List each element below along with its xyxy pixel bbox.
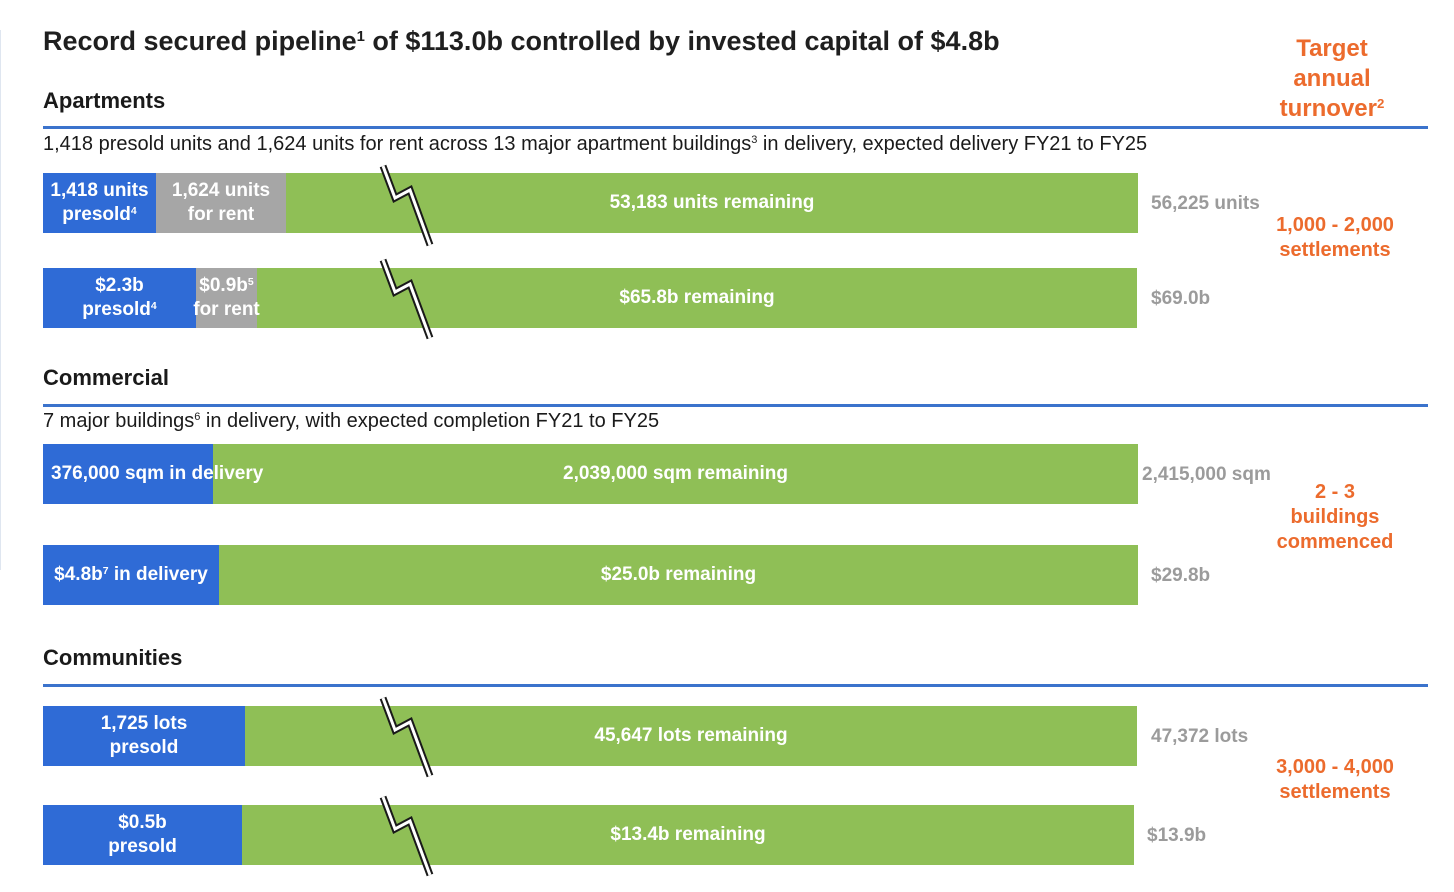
commercial-value-bar: $4.8b7 in delivery $25.0b remaining [43, 545, 1138, 605]
commercial-value-delivery-segment: $4.8b7 in delivery [43, 545, 219, 605]
communities-lots-remaining-segment: 45,647 lots remaining [594, 725, 788, 746]
page-title: Record secured pipeline1 of $113.0b cont… [43, 26, 1000, 56]
commercial-value-total: $29.8b [1151, 565, 1211, 586]
communities-value-remaining-segment: $13.4b remaining [610, 824, 766, 845]
communities-target: 3,000 - 4,000 settlements [1276, 756, 1394, 803]
apartments-value-remaining-segment: $65.8b remaining [619, 287, 775, 308]
commercial-area-remaining-segment: 2,039,000 sqm remaining [563, 463, 788, 484]
apartments-units-total: 56,225 units [1151, 193, 1260, 214]
apartments-units-presold-segment: 1,418 units presold4 [43, 173, 156, 233]
commercial-value-remaining-segment: $25.0b remaining [600, 564, 757, 585]
apartments-units-remaining-segment: 53,183 units remaining [609, 192, 815, 213]
commercial-description: 7 major buildings6 in delivery, with exp… [43, 410, 660, 432]
commercial-rule [43, 404, 1428, 407]
axis-break-communities-lots [379, 696, 434, 778]
communities-rule [43, 684, 1428, 687]
apartments-units-bar: 1,418 units presold4 1,624 units for rent … [43, 173, 1138, 233]
apartments-value-total: $69.0b [1151, 288, 1211, 309]
commercial-heading: Commercial [43, 365, 169, 390]
axis-break-communities-value [379, 795, 434, 877]
commercial-area-delivery-segment [43, 444, 213, 504]
commercial-area-total: 2,415,000 sqm [1142, 464, 1271, 485]
apartments-units-rent-segment: 1,624 units for rent [156, 173, 286, 233]
communities-lots-bar: 1,725 lots presold 45,647 lots remaining [43, 706, 1137, 766]
communities-lots-total: 47,372 lots [1151, 726, 1249, 747]
apartments-value-presold-segment: $2.3b presold4 [43, 268, 196, 328]
apartments-heading: Apartments [43, 88, 166, 113]
communities-value-bar: $0.5b presold $13.4b remaining [43, 805, 1134, 865]
commercial-area-delivery-label: 376,000 sqm in delivery [51, 463, 264, 484]
communities-heading: Communities [43, 645, 183, 670]
commercial-target: 2 - 3 buildings commenced [1276, 481, 1394, 553]
apartments-rule [43, 126, 1428, 129]
page-edge-line [0, 30, 1, 570]
communities-value-total: $13.9b [1147, 825, 1207, 846]
communities-value-presold-segment: $0.5b presold [43, 805, 242, 865]
apartments-value-bar: $2.3b presold4 $0.9b5 for rent $65.8b rema… [43, 268, 1137, 328]
apartments-target: 1,000 - 2,000 settlements [1276, 214, 1394, 261]
axis-break-apartments-value [379, 258, 434, 340]
axis-break-apartments-units [379, 164, 434, 247]
commercial-area-bar: 2,039,000 sqm remaining 376,000 sqm in d… [43, 444, 1138, 504]
apartments-value-rent-segment: $0.9b5 for rent [193, 268, 260, 328]
target-annual-turnover-header: Target annual turnover2 [1279, 35, 1385, 122]
apartments-description: 1,418 presold units and 1,624 units for … [43, 133, 1148, 155]
communities-lots-presold-segment: 1,725 lots presold [43, 706, 245, 766]
